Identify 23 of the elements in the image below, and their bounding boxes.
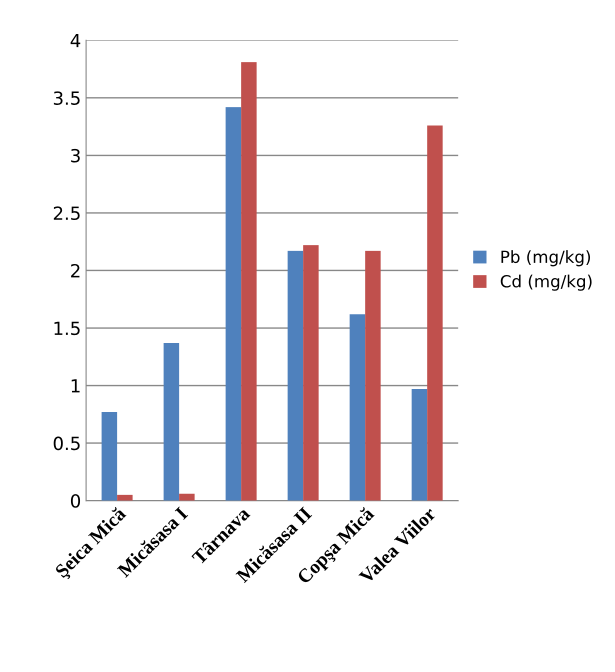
bar [427, 125, 443, 501]
y-tick-label: 2.5 [54, 206, 80, 220]
y-tick-label: 0.5 [54, 436, 80, 450]
bar [412, 389, 428, 501]
bar [365, 250, 381, 501]
legend-label: Cd (mg/kg) [500, 274, 592, 291]
y-tick-label: 2 [71, 264, 80, 278]
bar [241, 62, 257, 501]
bar [226, 107, 242, 501]
y-tick-label: 1.5 [54, 322, 80, 336]
legend-label: Pb (mg/kg) [501, 250, 590, 266]
bar [179, 494, 195, 501]
bar [350, 314, 366, 501]
y-tick-label: 3 [71, 148, 80, 163]
bar [303, 245, 319, 501]
bar [164, 342, 180, 501]
y-tick-label: 3.5 [54, 91, 80, 105]
y-tick-label: 1 [72, 379, 80, 392]
y-tick-label: 4 [70, 34, 80, 48]
bar [288, 250, 304, 501]
bar [117, 494, 133, 501]
y-tick-label: 0 [70, 494, 80, 508]
bar [102, 412, 118, 501]
